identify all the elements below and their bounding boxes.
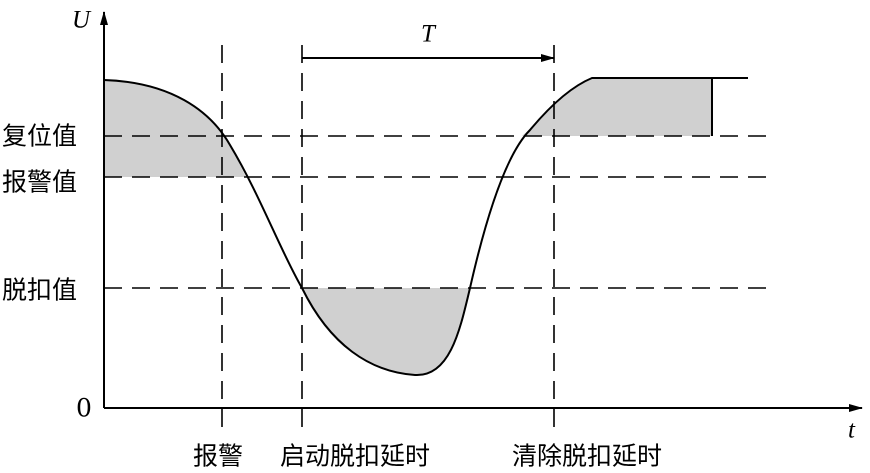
event-label: 报警: [193, 442, 243, 471]
event-label: 启动脱扣延时: [280, 442, 430, 471]
event-label: 清除脱扣延时: [512, 442, 662, 471]
x-axis-label: t: [848, 417, 856, 444]
y-axis-label: U: [72, 7, 92, 34]
shaded-region: [104, 80, 246, 177]
shaded-region: [302, 288, 470, 376]
interval-label: T: [421, 21, 437, 48]
level-label: 复位值: [2, 122, 77, 151]
voltage-curve: [103, 77, 748, 377]
level-label: 脱扣值: [2, 276, 77, 305]
shaded-region: [522, 78, 712, 136]
origin-label: 0: [76, 394, 92, 423]
level-label: 报警值: [2, 168, 77, 197]
